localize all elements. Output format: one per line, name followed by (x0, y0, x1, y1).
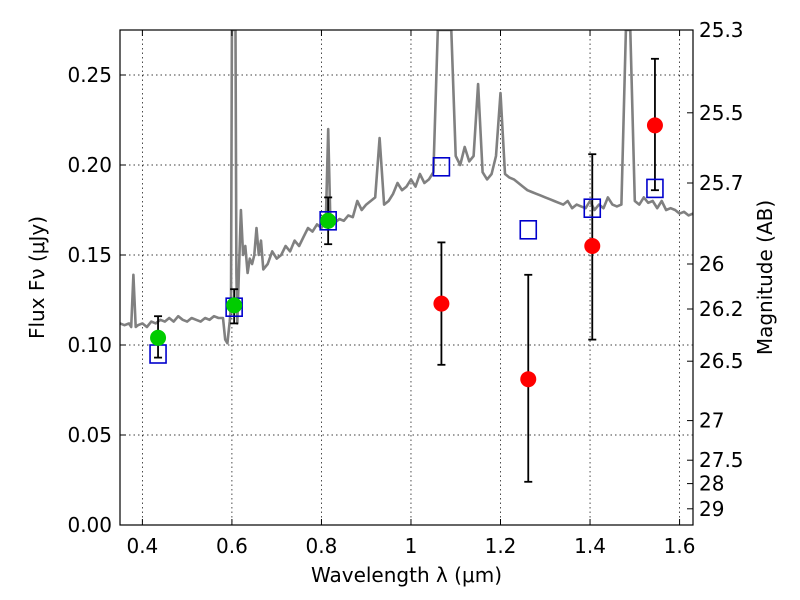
right-tick-label: 25.5 (699, 101, 744, 125)
measured-point (646, 117, 663, 134)
spectrum-line (120, 30, 693, 345)
y-tick-label: 0.05 (67, 423, 112, 447)
right-tick-label: 29 (699, 497, 724, 521)
y-tick-label: 0.25 (67, 63, 112, 87)
plot-frame (119, 29, 694, 526)
y-axis-title: Flux Fν (μJy) (25, 216, 49, 339)
x-axis-title: Wavelength λ (μm) (311, 563, 502, 587)
errorbar-layer (154, 57, 659, 483)
marker-layer (149, 117, 664, 388)
measured-point (320, 212, 337, 229)
x-axis-ticks: 0.4 0.6 0.8 1 1.2 1.4 1.6 (126, 30, 695, 558)
y-axis-ticks: 0.00 0.05 0.10 0.15 0.20 0.25 (67, 63, 126, 537)
model-square-point (646, 178, 664, 199)
right-tick-label: 26.2 (699, 297, 744, 321)
model-square-point (432, 157, 451, 177)
right-tick-label: 26.5 (699, 349, 744, 373)
x-tick-label: 1 (405, 534, 418, 558)
spectrum-layer (120, 30, 693, 345)
y-tick-label: 0.00 (67, 513, 112, 537)
right-tick-label: 25.7 (699, 171, 744, 195)
x-tick-label: 0.8 (306, 534, 338, 558)
measured-point (520, 371, 537, 388)
x-tick-label: 0.6 (216, 534, 248, 558)
right-tick-label: 25.3 (699, 18, 744, 42)
grid-lines (120, 30, 693, 526)
measured-point (584, 238, 601, 254)
right-tick-label: 28 (699, 472, 724, 496)
x-tick-label: 0.4 (126, 534, 158, 558)
measured-point (150, 329, 167, 346)
measured-point (433, 295, 450, 312)
y-tick-label: 0.20 (67, 153, 112, 177)
right-tick-label: 27 (699, 409, 724, 433)
x-tick-label: 1.2 (485, 534, 517, 558)
right-axis-title: Magnitude (AB) (753, 200, 777, 355)
model-square-point (583, 198, 602, 218)
right-tick-label: 27.5 (699, 448, 744, 472)
model-square-point (519, 220, 538, 240)
measured-point (226, 297, 243, 314)
y-tick-label: 0.10 (67, 333, 112, 357)
y-tick-label: 0.15 (67, 243, 112, 267)
x-tick-label: 1.6 (664, 534, 696, 558)
x-tick-label: 1.4 (574, 534, 606, 558)
right-tick-label: 26 (699, 252, 724, 276)
